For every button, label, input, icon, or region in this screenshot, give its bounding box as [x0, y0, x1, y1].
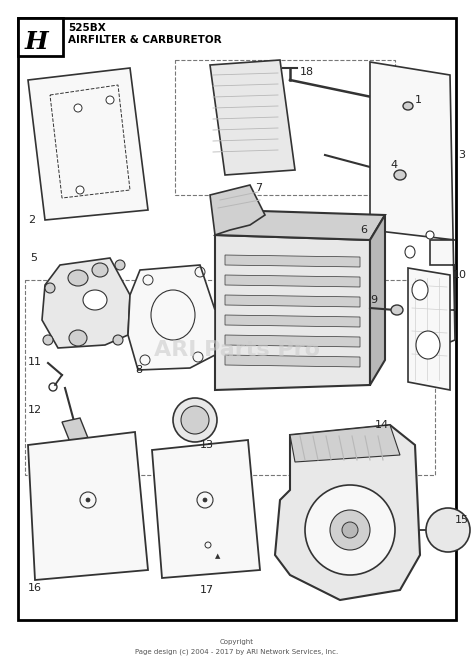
Polygon shape: [210, 60, 295, 175]
Polygon shape: [370, 215, 385, 385]
Text: 18: 18: [300, 67, 314, 77]
Text: 9: 9: [370, 295, 377, 305]
Polygon shape: [225, 295, 360, 307]
Text: 14: 14: [375, 420, 389, 430]
Text: 17: 17: [200, 585, 214, 595]
Ellipse shape: [391, 305, 403, 315]
Ellipse shape: [405, 246, 415, 258]
Ellipse shape: [115, 260, 125, 270]
Ellipse shape: [69, 330, 87, 346]
Text: 11: 11: [28, 357, 42, 367]
Text: H: H: [24, 30, 48, 54]
Ellipse shape: [426, 231, 434, 239]
Polygon shape: [408, 268, 450, 390]
Text: 13: 13: [200, 440, 214, 450]
Bar: [175, 60, 395, 195]
Ellipse shape: [76, 186, 84, 194]
Text: 525BX: 525BX: [68, 23, 106, 33]
Ellipse shape: [416, 331, 440, 359]
Text: 12: 12: [28, 405, 42, 415]
Ellipse shape: [92, 263, 108, 277]
Ellipse shape: [43, 335, 53, 345]
Text: 3: 3: [458, 150, 465, 160]
Polygon shape: [225, 255, 360, 267]
Text: 2: 2: [28, 215, 35, 225]
Polygon shape: [152, 440, 260, 578]
Ellipse shape: [74, 104, 82, 112]
Ellipse shape: [412, 280, 428, 300]
Polygon shape: [225, 355, 360, 367]
Polygon shape: [210, 185, 265, 235]
Text: 5: 5: [30, 253, 37, 263]
Text: 1: 1: [415, 95, 422, 105]
Ellipse shape: [68, 270, 88, 286]
Bar: [18, 18, 63, 56]
Text: 10: 10: [453, 270, 467, 280]
Polygon shape: [215, 235, 370, 390]
Ellipse shape: [342, 522, 358, 538]
Text: 16: 16: [28, 583, 42, 593]
Text: 7: 7: [255, 183, 262, 193]
Ellipse shape: [181, 406, 209, 434]
Text: ARI Parts Pro: ARI Parts Pro: [154, 340, 320, 360]
Text: 4: 4: [390, 160, 397, 170]
Ellipse shape: [173, 398, 217, 442]
Ellipse shape: [394, 170, 406, 180]
Ellipse shape: [330, 510, 370, 550]
Ellipse shape: [45, 283, 55, 293]
Polygon shape: [62, 418, 88, 442]
Text: ▲: ▲: [215, 553, 221, 559]
Text: 15: 15: [455, 515, 469, 525]
Ellipse shape: [403, 102, 413, 110]
Polygon shape: [28, 68, 148, 220]
Polygon shape: [128, 265, 215, 370]
Polygon shape: [290, 425, 400, 462]
Ellipse shape: [305, 485, 395, 575]
Ellipse shape: [426, 508, 470, 552]
Text: AIRFILTER & CARBURETOR: AIRFILTER & CARBURETOR: [68, 35, 222, 45]
Ellipse shape: [113, 335, 123, 345]
Text: Copyright: Copyright: [220, 639, 254, 645]
Ellipse shape: [83, 290, 107, 310]
Polygon shape: [42, 258, 130, 348]
Polygon shape: [215, 210, 385, 240]
Text: 6: 6: [360, 225, 367, 235]
Polygon shape: [225, 315, 360, 327]
Polygon shape: [225, 335, 360, 347]
Polygon shape: [225, 275, 360, 287]
Ellipse shape: [203, 498, 207, 502]
Text: Page design (c) 2004 - 2017 by ARI Network Services, Inc.: Page design (c) 2004 - 2017 by ARI Netwo…: [136, 649, 338, 655]
Ellipse shape: [86, 498, 90, 502]
Bar: [25, 280, 435, 475]
Polygon shape: [275, 425, 420, 600]
Text: 8: 8: [135, 365, 142, 375]
Polygon shape: [370, 62, 455, 350]
Ellipse shape: [106, 96, 114, 104]
Polygon shape: [28, 432, 148, 580]
